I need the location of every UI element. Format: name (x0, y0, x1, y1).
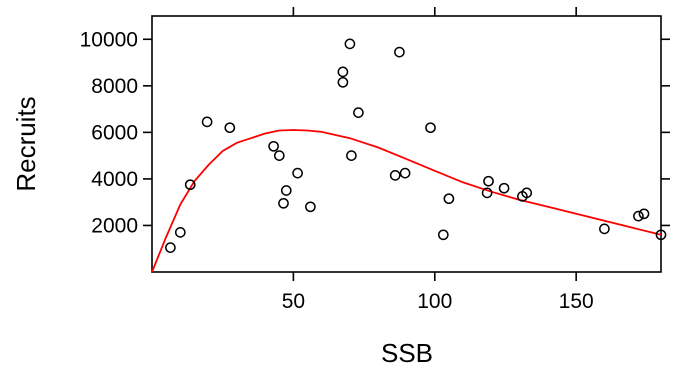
data-point (399, 167, 411, 179)
x-axis: 50 100 150 (282, 7, 594, 313)
data-point (638, 208, 650, 220)
data-point (655, 229, 667, 241)
data-point (437, 229, 449, 241)
data-point (394, 46, 405, 58)
data-point (389, 170, 401, 181)
data-point (201, 116, 213, 128)
data-point (174, 227, 186, 238)
plot-frame (151, 15, 662, 273)
data-point (353, 107, 364, 118)
data-point (278, 197, 289, 209)
data-point (292, 167, 303, 179)
data-point (337, 66, 349, 78)
y-tick-label: 4000 (91, 168, 138, 191)
data-point (346, 150, 357, 161)
x-axis-title: SSB (381, 338, 433, 368)
data-point (305, 201, 316, 213)
y-tick-label: 10000 (80, 28, 138, 51)
data-point (425, 122, 436, 134)
data-point (224, 122, 236, 134)
data-point (633, 210, 644, 222)
data-point (521, 187, 533, 199)
fitted-curve-layer (151, 129, 662, 273)
data-point (184, 179, 196, 191)
data-point (443, 193, 455, 205)
data-point (273, 150, 285, 161)
data-point (498, 182, 510, 194)
data-point (268, 140, 279, 152)
fitted-curve (151, 129, 662, 273)
y-tick-label: 6000 (91, 121, 138, 144)
data-points-layer (165, 38, 667, 253)
x-tick-label: 100 (417, 290, 452, 313)
data-point (280, 185, 292, 196)
y-tick-label: 8000 (91, 75, 138, 98)
data-point (344, 38, 356, 50)
x-tick-label: 150 (559, 290, 594, 313)
data-point (599, 223, 610, 235)
y-tick-label: 2000 (91, 214, 138, 237)
x-tick-label: 50 (282, 290, 305, 313)
data-point (481, 187, 493, 199)
y-axis: 2000 4000 6000 8000 10000 (80, 28, 670, 237)
data-point (483, 175, 494, 187)
data-point (165, 242, 176, 253)
data-point (337, 76, 349, 88)
y-axis-title: Recruits (11, 96, 41, 191)
